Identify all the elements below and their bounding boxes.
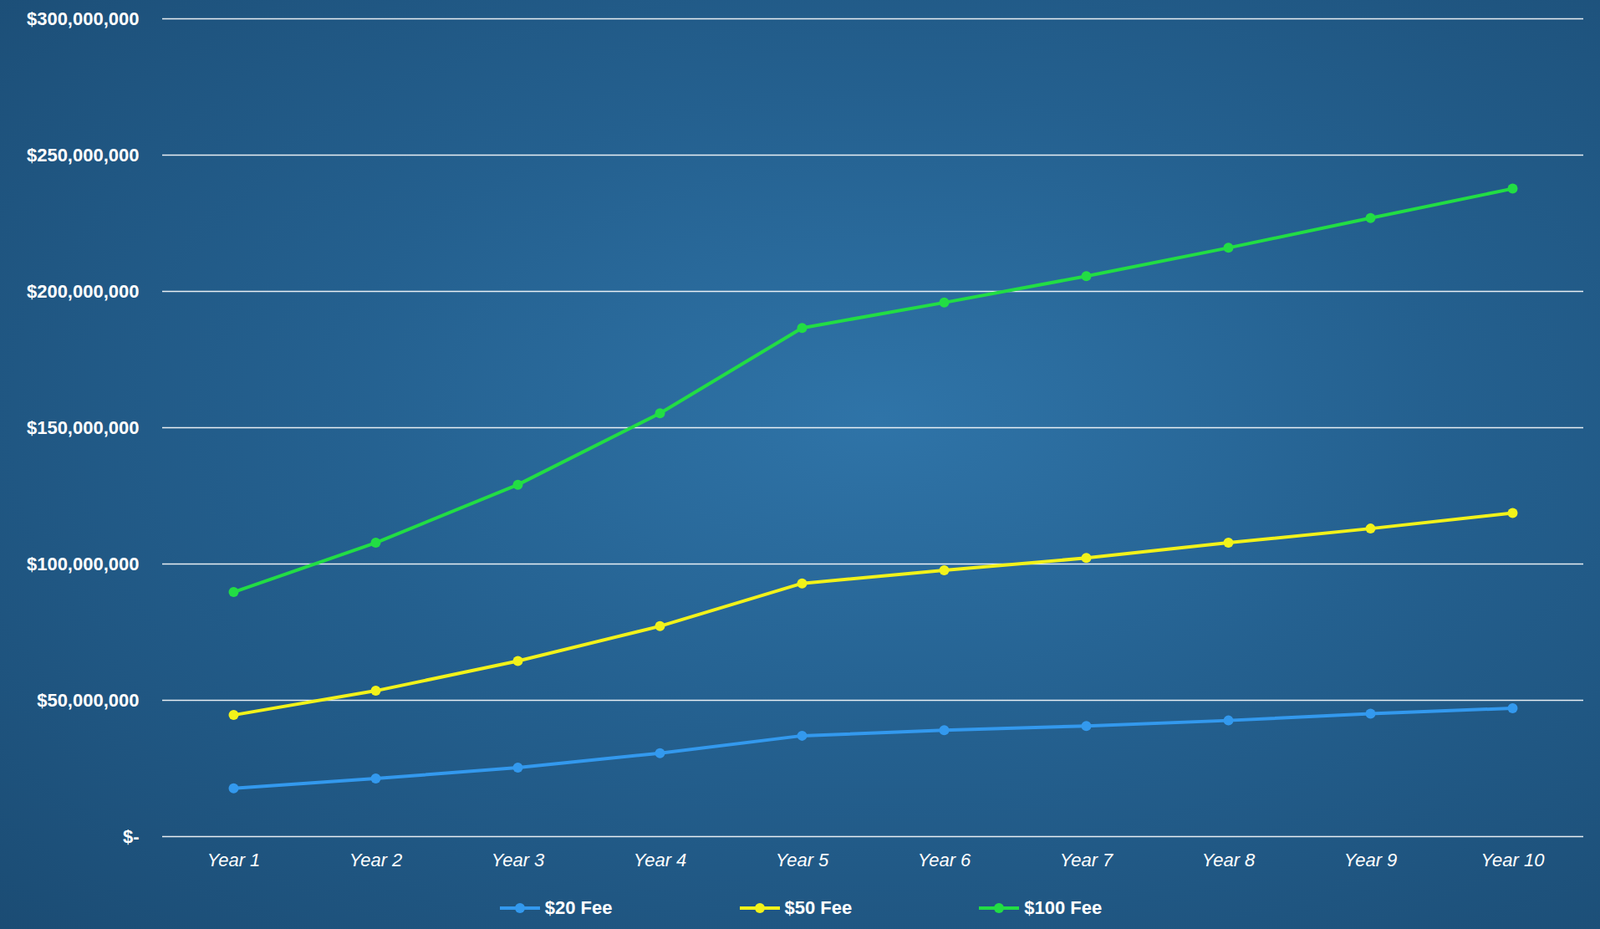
- svg-text:Year 4: Year 4: [633, 849, 688, 871]
- svg-text:$200,000,000: $200,000,000: [26, 280, 140, 302]
- svg-text:Year 5: Year 5: [775, 849, 830, 871]
- svg-text:Year 2: Year 2: [349, 849, 403, 871]
- svg-text:Year 8: Year 8: [1202, 849, 1256, 871]
- svg-text:$250,000,000: $250,000,000: [26, 144, 140, 166]
- html-text:$20 Fee: $20 Fee: [544, 896, 613, 918]
- svg-text:Year 10: Year 10: [1481, 849, 1546, 871]
- html-text:$50 Fee: $50 Fee: [784, 896, 853, 918]
- svg-text:Year 1: Year 1: [207, 849, 261, 871]
- svg-text:$100,000,000: $100,000,000: [26, 553, 140, 575]
- svg-text:$-: $-: [122, 825, 140, 847]
- svg-text:$150,000,000: $150,000,000: [26, 417, 140, 439]
- svg-text:Year 7: Year 7: [1059, 849, 1114, 871]
- html-text:$100 Fee: $100 Fee: [1024, 896, 1102, 918]
- svg-text:Year 6: Year 6: [917, 849, 972, 871]
- svg-text:Year 9: Year 9: [1344, 849, 1398, 871]
- svg-text:$50,000,000: $50,000,000: [36, 689, 139, 711]
- svg-text:$300,000,000: $300,000,000: [26, 8, 140, 30]
- svg-text:Year 3: Year 3: [491, 849, 546, 871]
